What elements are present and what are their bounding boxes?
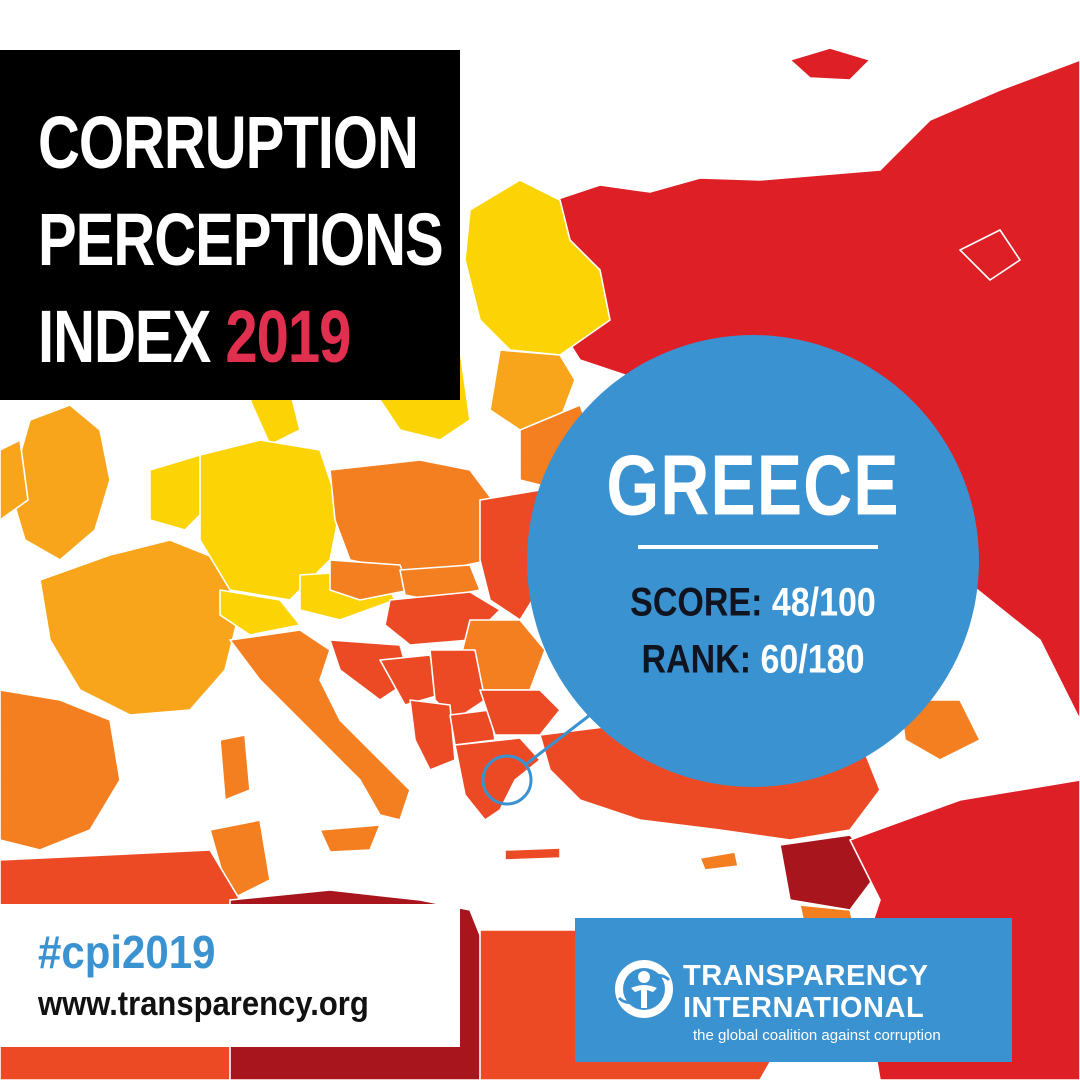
website-link[interactable]: www.transparency.org: [38, 984, 369, 1023]
region-sicily: [319, 824, 381, 853]
region-ireland: [0, 439, 29, 521]
title-line-2: PERCEPTIONS: [38, 198, 444, 282]
score-value: 48/100: [771, 580, 876, 625]
region-bulgaria: [479, 689, 561, 736]
region-czechia: [329, 559, 411, 601]
region-georgia-armenia: [899, 699, 981, 761]
title-year: 2019: [225, 295, 351, 379]
region-montenegro-albania: [409, 699, 456, 771]
region-italy: [229, 629, 411, 821]
region-crete: [504, 847, 561, 861]
footer-info-panel: #cpi2019 www.transparency.org: [0, 904, 460, 1047]
region-poland: [329, 459, 501, 576]
region-slovenia-croatia: [329, 639, 411, 701]
callout-divider: [638, 545, 878, 549]
country-name: GREECE: [606, 438, 900, 534]
country-callout-bubble: GREECE SCORE: 48/100 RANK: 60/180: [527, 335, 979, 787]
title-line-3: INDEX 2019: [38, 294, 351, 380]
organization-logo-panel: TRANSPARENCY INTERNATIONAL the global co…: [575, 918, 1012, 1062]
score-stat: SCORE: 48/100: [527, 580, 979, 626]
region-syria: [779, 834, 881, 911]
organization-name-line-1: TRANSPARENCY: [683, 960, 929, 992]
region-serbia: [429, 649, 486, 721]
organization-tagline: the global coalition against corruption: [693, 1027, 941, 1044]
title-index-word: INDEX: [38, 295, 211, 379]
region-cyprus: [699, 851, 739, 871]
transparency-international-logo-icon: [615, 960, 673, 1018]
rank-value: 60/180: [760, 637, 865, 682]
region-france: [39, 539, 241, 716]
title-panel: CORRUPTION PERCEPTIONS INDEX 2019: [0, 50, 460, 400]
organization-name-line-2: INTERNATIONAL: [683, 992, 925, 1024]
rank-stat: RANK: 60/180: [527, 637, 979, 683]
title-line-1: CORRUPTION: [38, 101, 419, 185]
region-finland: [464, 179, 611, 356]
greece-pointer: [481, 713, 591, 806]
rank-label: RANK:: [641, 637, 752, 682]
region-switzerland: [219, 589, 301, 636]
score-label: SCORE:: [630, 580, 763, 625]
region-sardinia: [219, 734, 251, 801]
hashtag-link[interactable]: #cpi2019: [38, 926, 216, 978]
region-iberia: [0, 689, 121, 851]
